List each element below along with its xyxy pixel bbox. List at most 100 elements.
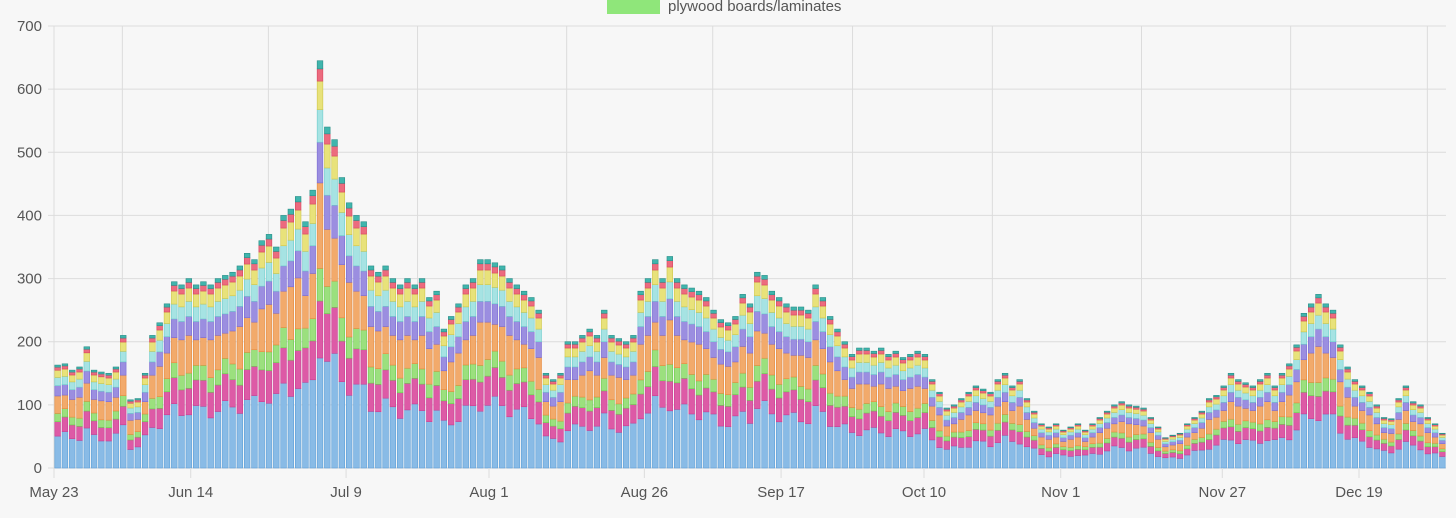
- bar-segment[interactable]: [1045, 428, 1052, 433]
- bar-segment[interactable]: [1315, 420, 1322, 469]
- bar-segment[interactable]: [1118, 409, 1125, 416]
- bar-segment[interactable]: [338, 212, 346, 236]
- bar-segment[interactable]: [1118, 447, 1125, 469]
- bar-segment[interactable]: [622, 397, 630, 409]
- bar-segment[interactable]: [214, 278, 222, 283]
- bar-segment[interactable]: [732, 361, 739, 383]
- bar-segment[interactable]: [477, 381, 484, 412]
- bar-segment[interactable]: [134, 398, 141, 401]
- bar-segment[interactable]: [1380, 419, 1388, 424]
- bar-segment[interactable]: [1249, 410, 1257, 423]
- bar-segment[interactable]: [1315, 297, 1322, 304]
- bar-segment[interactable]: [1235, 423, 1242, 432]
- bar-segment[interactable]: [1016, 379, 1023, 382]
- bar-segment[interactable]: [914, 417, 921, 435]
- bar-segment[interactable]: [448, 346, 455, 363]
- bar-segment[interactable]: [426, 300, 433, 307]
- bar-segment[interactable]: [768, 312, 776, 327]
- bar-segment[interactable]: [207, 377, 214, 393]
- bar-segment[interactable]: [295, 228, 302, 252]
- bar-segment[interactable]: [841, 356, 848, 368]
- bar-segment[interactable]: [593, 351, 601, 363]
- bar-segment[interactable]: [528, 348, 535, 382]
- bar-segment[interactable]: [761, 275, 768, 280]
- bar-segment[interactable]: [353, 328, 360, 350]
- bar-segment[interactable]: [652, 366, 659, 397]
- bar-segment[interactable]: [134, 406, 141, 413]
- bar-segment[interactable]: [426, 317, 433, 332]
- bar-segment[interactable]: [346, 395, 353, 469]
- bar-segment[interactable]: [54, 364, 61, 368]
- bar-segment[interactable]: [178, 321, 185, 341]
- bar-segment[interactable]: [1191, 432, 1198, 440]
- bar-segment[interactable]: [229, 379, 236, 408]
- bar-segment[interactable]: [987, 395, 994, 402]
- bar-segment[interactable]: [105, 391, 112, 403]
- bar-segment[interactable]: [178, 306, 185, 322]
- bar-segment[interactable]: [513, 383, 520, 410]
- bar-segment[interactable]: [1031, 413, 1038, 419]
- bar-segment[interactable]: [499, 265, 506, 271]
- bar-segment[interactable]: [1395, 448, 1402, 469]
- bar-segment[interactable]: [1359, 395, 1366, 403]
- bar-segment[interactable]: [739, 328, 746, 347]
- bar-segment[interactable]: [105, 427, 112, 442]
- bar-segment[interactable]: [324, 361, 331, 469]
- bar-segment[interactable]: [484, 269, 491, 285]
- bar-segment[interactable]: [848, 354, 856, 357]
- bar-segment[interactable]: [1074, 449, 1082, 456]
- bar-segment[interactable]: [1264, 377, 1271, 385]
- bar-segment[interactable]: [61, 431, 69, 469]
- bar-segment[interactable]: [433, 312, 440, 327]
- bar-segment[interactable]: [972, 385, 980, 388]
- bar-segment[interactable]: [732, 382, 739, 395]
- bar-segment[interactable]: [185, 414, 192, 469]
- bar-segment[interactable]: [69, 381, 76, 391]
- bar-segment[interactable]: [652, 263, 659, 271]
- bar-segment[interactable]: [1103, 438, 1111, 444]
- bar-segment[interactable]: [1380, 450, 1388, 469]
- bar-segment[interactable]: [462, 339, 469, 366]
- bar-segment[interactable]: [695, 380, 703, 396]
- bar-segment[interactable]: [848, 407, 856, 417]
- bar-segment[interactable]: [192, 306, 200, 322]
- bar-segment[interactable]: [1402, 441, 1410, 469]
- bar-segment[interactable]: [90, 374, 98, 383]
- bar-segment[interactable]: [834, 356, 841, 372]
- bar-segment[interactable]: [1184, 432, 1191, 438]
- bar-segment[interactable]: [579, 425, 586, 469]
- bar-segment[interactable]: [346, 207, 353, 217]
- bar-segment[interactable]: [520, 326, 528, 345]
- bar-segment[interactable]: [1111, 407, 1118, 413]
- bar-segment[interactable]: [265, 351, 273, 371]
- bar-segment[interactable]: [863, 347, 870, 351]
- bar-segment[interactable]: [980, 404, 987, 414]
- bar-segment[interactable]: [1198, 441, 1205, 451]
- bar-segment[interactable]: [338, 177, 346, 184]
- bar-segment[interactable]: [586, 370, 593, 401]
- bar-segment[interactable]: [1329, 357, 1337, 380]
- bar-segment[interactable]: [1439, 443, 1446, 450]
- bar-segment[interactable]: [83, 382, 90, 402]
- bar-segment[interactable]: [156, 322, 163, 326]
- bar-segment[interactable]: [309, 195, 316, 205]
- bar-segment[interactable]: [76, 417, 83, 427]
- bar-segment[interactable]: [462, 288, 469, 295]
- bar-segment[interactable]: [120, 424, 127, 469]
- bar-segment[interactable]: [899, 379, 907, 391]
- bar-segment[interactable]: [564, 412, 571, 432]
- bar-segment[interactable]: [1133, 413, 1140, 419]
- bar-segment[interactable]: [214, 335, 222, 371]
- bar-segment[interactable]: [717, 405, 724, 427]
- bar-segment[interactable]: [666, 298, 673, 321]
- bar-segment[interactable]: [346, 202, 353, 209]
- bar-segment[interactable]: [61, 368, 69, 377]
- bar-segment[interactable]: [892, 350, 899, 354]
- bar-segment[interactable]: [732, 346, 739, 363]
- bar-segment[interactable]: [644, 412, 652, 469]
- bar-segment[interactable]: [1249, 395, 1257, 403]
- bar-segment[interactable]: [411, 339, 418, 364]
- bar-segment[interactable]: [1111, 417, 1118, 425]
- bar-segment[interactable]: [943, 419, 950, 427]
- bar-segment[interactable]: [346, 255, 353, 283]
